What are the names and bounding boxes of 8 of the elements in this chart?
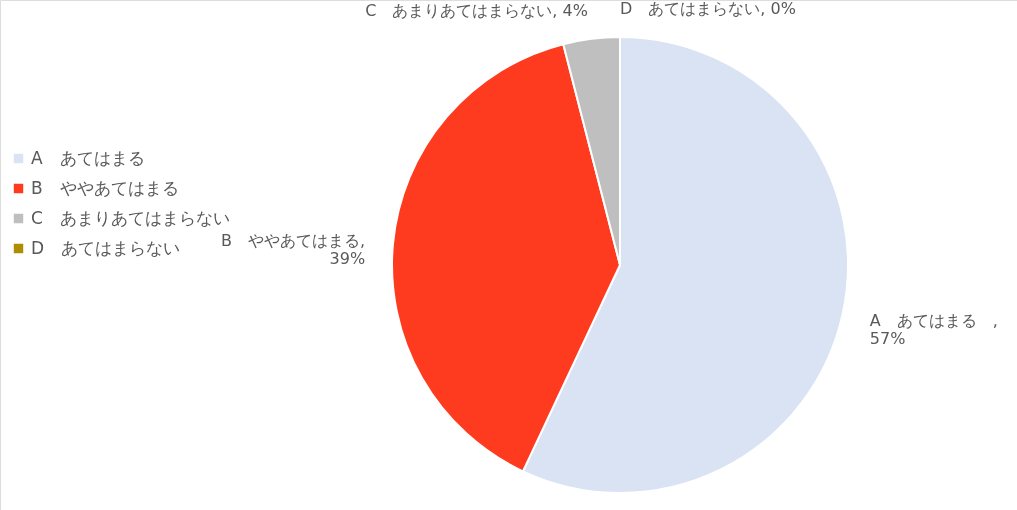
legend-label: A あてはまる: [31, 147, 145, 168]
text: D あてはまらない, 0%: [620, 0, 796, 18]
data-label: B ややあてはまる, 39%: [221, 230, 366, 268]
legend-label: B ややあてはまる: [31, 177, 179, 198]
data-label: A あてはまる , 57%: [869, 310, 998, 348]
legend-label: C あまりあてはまらない: [31, 207, 230, 228]
legend-label: D あてはまらない: [31, 237, 181, 258]
data-label: C あまりあてはまらない, 4%: [365, 1, 588, 21]
